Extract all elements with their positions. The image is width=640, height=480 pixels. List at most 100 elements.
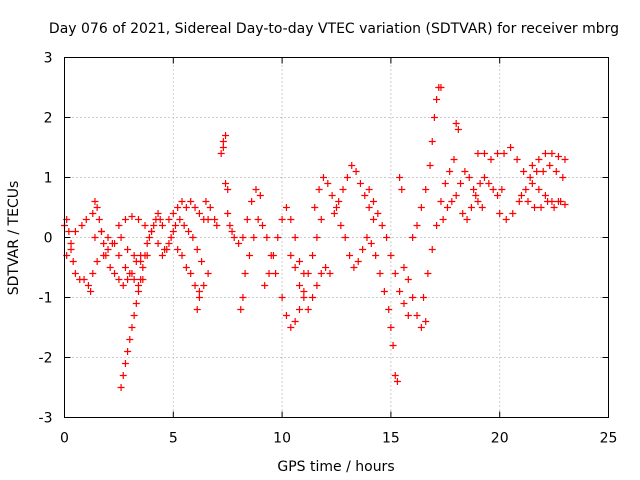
data-point — [93, 204, 101, 211]
data-point — [459, 210, 467, 217]
data-point — [191, 204, 199, 211]
data-point — [393, 378, 401, 385]
data-point — [139, 264, 147, 271]
data-point — [494, 192, 502, 199]
data-point — [452, 192, 460, 199]
data-point — [389, 342, 397, 349]
data-point — [526, 174, 534, 181]
data-point — [417, 324, 425, 331]
data-point — [311, 204, 319, 211]
data-point — [287, 324, 295, 331]
data-point — [97, 228, 105, 235]
data-point — [561, 201, 569, 208]
data-point — [202, 198, 210, 205]
data-point — [409, 234, 417, 241]
data-point — [121, 216, 129, 223]
data-point — [478, 204, 486, 211]
data-point — [67, 240, 75, 247]
data-point — [474, 150, 482, 157]
data-point — [174, 204, 182, 211]
data-point — [182, 264, 190, 271]
data-point — [126, 336, 134, 343]
data-point — [291, 264, 299, 271]
x-tick-labels: 0 5 10 15 20 25 — [60, 431, 617, 447]
data-point — [537, 204, 545, 211]
data-point — [80, 276, 88, 283]
data-point — [178, 252, 186, 259]
axis-ticks — [64, 57, 609, 418]
data-point — [91, 234, 99, 241]
data-point — [150, 222, 158, 229]
data-point — [154, 240, 162, 247]
data-point — [391, 372, 399, 379]
data-point — [180, 222, 188, 229]
data-point — [554, 153, 562, 160]
data-point — [474, 198, 482, 205]
data-point — [424, 270, 432, 277]
data-point — [426, 162, 434, 169]
data-point — [346, 252, 354, 259]
data-point — [119, 372, 127, 379]
data-point — [130, 252, 138, 259]
data-point — [169, 210, 177, 217]
data-point — [337, 222, 345, 229]
data-point — [115, 222, 123, 229]
data-point — [339, 186, 347, 193]
y-axis-label: SDTVAR / TECUs — [6, 181, 22, 296]
data-point — [239, 234, 247, 241]
data-point — [417, 204, 425, 211]
data-point — [463, 216, 471, 223]
data-point — [385, 306, 393, 313]
data-point — [287, 216, 295, 223]
data-point — [343, 174, 351, 181]
data-point — [115, 252, 123, 259]
data-point — [559, 174, 567, 181]
data-point — [134, 282, 142, 289]
data-point — [531, 204, 539, 211]
data-point — [128, 324, 136, 331]
data-point — [524, 198, 532, 205]
x-tick-label: 5 — [169, 431, 178, 447]
data-point — [296, 306, 304, 313]
data-point — [561, 156, 569, 163]
data-point — [309, 252, 317, 259]
data-point — [158, 222, 166, 229]
data-point — [369, 198, 377, 205]
data-point — [472, 192, 480, 199]
data-point — [367, 240, 375, 247]
data-point — [204, 216, 212, 223]
x-tick-label: 10 — [273, 431, 291, 447]
data-point — [422, 186, 430, 193]
data-point — [433, 222, 441, 229]
data-point — [441, 180, 449, 187]
data-point — [557, 198, 565, 205]
data-point — [535, 156, 543, 163]
data-point — [193, 306, 201, 313]
data-point — [185, 228, 193, 235]
data-point — [248, 198, 256, 205]
y-tick-label: 2 — [44, 111, 53, 127]
data-point — [182, 204, 190, 211]
data-point — [108, 240, 116, 247]
data-point — [137, 276, 145, 283]
data-point — [413, 222, 421, 229]
data-point — [126, 270, 134, 277]
data-point — [243, 216, 251, 223]
data-point — [195, 288, 203, 295]
data-point — [315, 186, 323, 193]
data-point — [121, 264, 129, 271]
data-point — [226, 222, 234, 229]
data-point — [387, 324, 395, 331]
data-point — [454, 126, 462, 133]
data-point — [541, 150, 549, 157]
data-point — [195, 210, 203, 217]
data-point — [145, 234, 153, 241]
x-tick-label: 25 — [600, 431, 618, 447]
data-point — [513, 156, 521, 163]
x-tick-label: 15 — [382, 431, 400, 447]
data-point — [428, 246, 436, 253]
data-point — [156, 216, 164, 223]
data-point — [278, 294, 286, 301]
data-point — [167, 234, 175, 241]
